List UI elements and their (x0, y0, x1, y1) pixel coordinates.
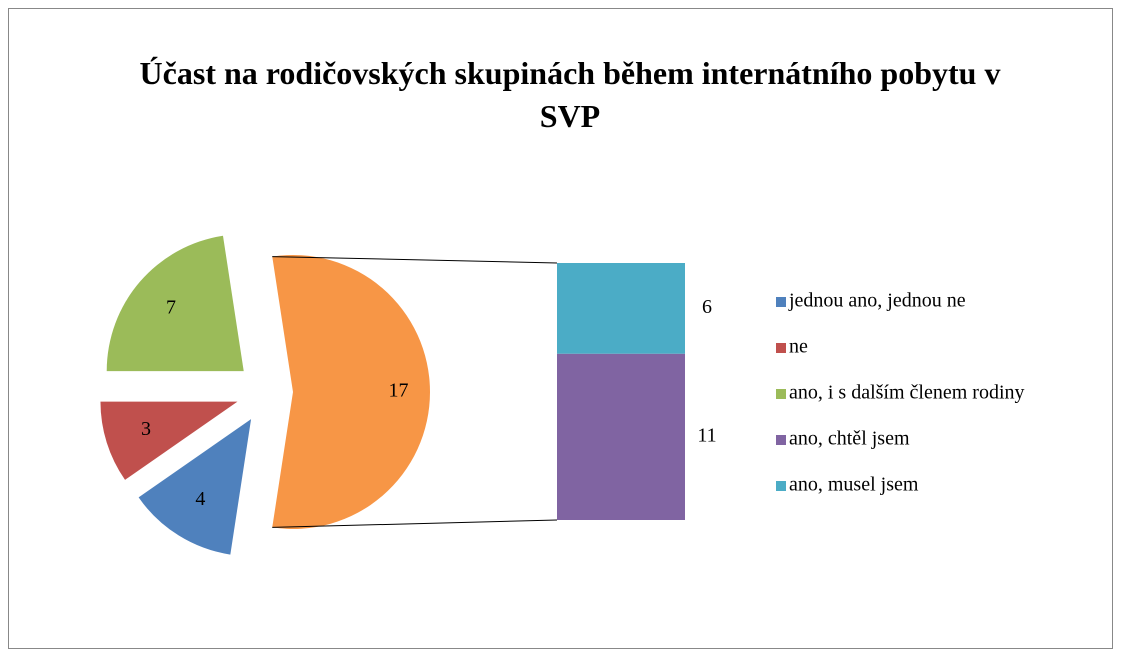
pie-slice (138, 419, 252, 555)
legend-swatch (776, 389, 786, 399)
bar-segment (557, 263, 685, 354)
connector (272, 519, 558, 528)
legend-label: ne (789, 336, 808, 358)
pie-slice (100, 401, 238, 480)
legend-label: ano, i s dalším členem rodiny (789, 382, 1025, 404)
pie-slice (106, 235, 244, 372)
legend-swatch (776, 297, 786, 307)
data-label: 11 (697, 424, 716, 446)
data-label: 3 (141, 418, 151, 440)
legend-swatch (776, 343, 786, 353)
connector (272, 256, 558, 264)
pie-slice (272, 255, 430, 529)
legend-swatch (776, 435, 786, 445)
legend-label: jednou ano, jednou ne (788, 290, 966, 312)
data-label: 4 (195, 488, 205, 510)
bar-segment (557, 353, 685, 520)
legend-label: ano, musel jsem (789, 474, 919, 496)
data-label: 17 (388, 380, 408, 402)
data-label: 6 (702, 296, 712, 318)
legend-label: ano, chtěl jsem (789, 428, 910, 450)
chart-title: Účast na rodičovských skupinách během in… (139, 55, 1001, 134)
legend-swatch (776, 481, 786, 491)
data-label: 7 (166, 296, 176, 318)
